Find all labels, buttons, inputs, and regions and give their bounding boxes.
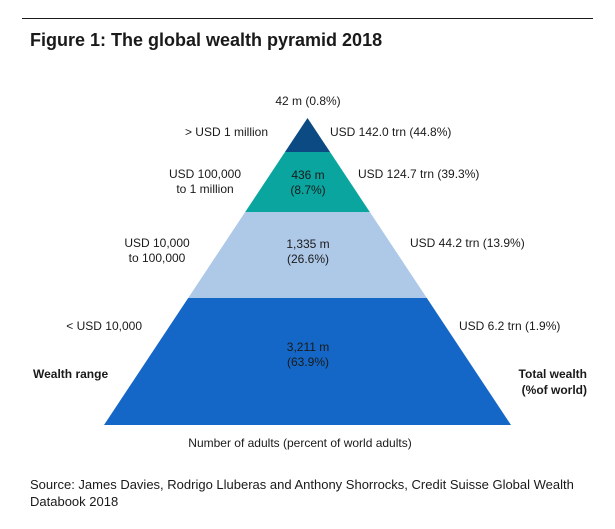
- total-wealth-label: USD 124.7 trn (39.3%): [358, 167, 479, 181]
- wealth-range-label: to 1 million: [176, 182, 233, 196]
- right-axis-label: Total wealth: [519, 367, 587, 381]
- total-wealth-label: USD 142.0 trn (44.8%): [330, 125, 451, 139]
- pyramid-tier-2: [245, 152, 370, 212]
- wealth-range-label: > USD 1 million: [185, 125, 268, 139]
- pyramid-tier-1: [284, 118, 331, 152]
- pyramid-tier-3: [188, 212, 427, 298]
- right-axis-label: (%of world): [522, 383, 587, 397]
- figure-title: Figure 1: The global wealth pyramid 2018: [30, 30, 383, 50]
- adults-label: 3,211 m: [287, 340, 329, 354]
- adults-label: (8.7%): [290, 183, 325, 197]
- adults-label: 42 m (0.8%): [275, 94, 340, 108]
- source-note: Source: James Davies, Rodrigo Lluberas a…: [30, 477, 574, 509]
- x-axis-label: Number of adults (percent of world adult…: [188, 436, 411, 450]
- wealth-range-label: USD 10,000: [124, 236, 190, 250]
- top-rule: [22, 18, 593, 19]
- adults-label: (63.9%): [287, 355, 329, 369]
- wealth-range-label: to 100,000: [129, 251, 186, 265]
- wealth-range-label: USD 100,000: [169, 167, 241, 181]
- total-wealth-label: USD 6.2 trn (1.9%): [459, 319, 560, 333]
- left-axis-label: Wealth range: [33, 367, 108, 381]
- wealth-range-label: < USD 10,000: [66, 319, 142, 333]
- adults-label: 1,335 m: [286, 237, 329, 251]
- total-wealth-label: USD 44.2 trn (13.9%): [410, 236, 525, 250]
- pyramid-tier-4: [104, 298, 511, 425]
- adults-label: (26.6%): [287, 252, 329, 266]
- adults-label: 436 m: [291, 168, 324, 182]
